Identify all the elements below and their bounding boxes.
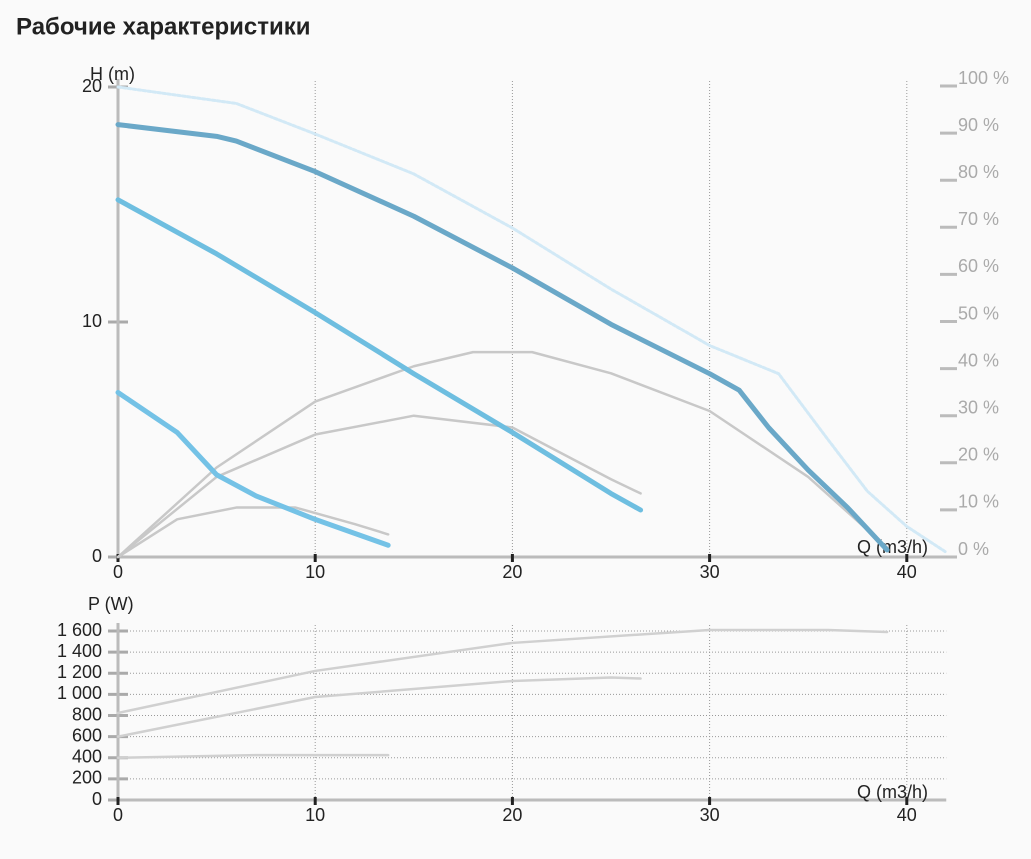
y2-tick-label y2: 30 % [958, 397, 999, 417]
x-axis-label: Q (m3/h) [857, 782, 928, 802]
y-tick-label: 1 600 [57, 620, 102, 640]
series-line [116, 676, 642, 738]
y2-tick-label y2: 80 % [958, 162, 999, 182]
page-title: Рабочие характеристики [16, 13, 310, 40]
y-tick-label: 10 [82, 311, 102, 331]
x-tick-label: 10 [305, 562, 325, 582]
y2-tick-label y2: 40 % [958, 350, 999, 370]
y2-tick-label y2: 20 % [958, 445, 999, 465]
series-line [116, 350, 889, 559]
y-tick-label: 1 200 [57, 662, 102, 682]
series-line [115, 390, 391, 548]
y-tick-label: 1 000 [57, 683, 102, 703]
y-tick-label: 400 [72, 747, 102, 767]
y2-tick-label y2: 0 % [958, 539, 989, 559]
series-line [115, 122, 890, 553]
y-tick-label: 800 [72, 704, 102, 724]
x-axis-label: Q (m3/h) [857, 537, 928, 557]
x-tick-label: 30 [700, 562, 720, 582]
x-tick-label: 10 [305, 805, 325, 825]
y-axis-label: P (W) [88, 594, 134, 614]
x-tick-label: 0 [113, 562, 123, 582]
y2-tick-label y2: 90 % [958, 115, 999, 135]
y2-tick-label y2: 10 % [958, 492, 999, 512]
series-line [115, 197, 644, 513]
x-tick-label: 40 [897, 562, 917, 582]
y2-tick-label y2: 60 % [958, 256, 999, 276]
y-tick-label: 0 [92, 789, 102, 809]
series-line [116, 753, 390, 759]
x-tick-label: 0 [113, 805, 123, 825]
y-tick-label: 20 [82, 76, 102, 96]
y2-tick-label y2: 100 % [958, 68, 1009, 88]
x-tick-label: 30 [700, 805, 720, 825]
y-tick-label: 200 [72, 768, 102, 788]
x-tick-label: 40 [897, 805, 917, 825]
y-tick-label: 600 [72, 725, 102, 745]
series-line [116, 628, 889, 715]
y2-tick-label y2: 70 % [958, 209, 999, 229]
x-tick-label: 20 [502, 562, 522, 582]
y-tick-label: 1 400 [57, 641, 102, 661]
series-line [116, 85, 948, 554]
x-tick-label: 20 [502, 805, 522, 825]
y-axis-label: H (m) [90, 64, 135, 84]
y-tick-label: 0 [92, 546, 102, 566]
y2-tick-label y2: 50 % [958, 303, 999, 323]
series-line [116, 506, 390, 559]
